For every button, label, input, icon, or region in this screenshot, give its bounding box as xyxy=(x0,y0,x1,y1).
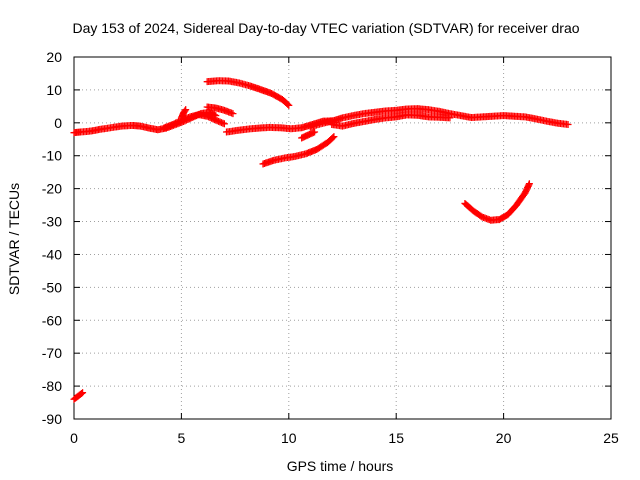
y-tick-label: -90 xyxy=(42,411,62,427)
x-tick-label: 25 xyxy=(603,430,619,446)
y-tick-label: 0 xyxy=(54,115,62,131)
y-tick-label: -80 xyxy=(42,378,62,394)
x-tick-label: 5 xyxy=(178,430,186,446)
series-track-12 xyxy=(70,389,87,403)
x-tick-label: 20 xyxy=(496,430,512,446)
series-track-2 xyxy=(160,111,228,132)
series-track-7 xyxy=(259,133,338,168)
y-tick-label: -30 xyxy=(42,214,62,230)
y-tick-label: -50 xyxy=(42,279,62,295)
series-track-9 xyxy=(306,105,572,131)
series-track-8 xyxy=(298,128,319,142)
y-tick-label: -20 xyxy=(42,181,62,197)
data-points xyxy=(70,77,572,403)
data-point xyxy=(311,128,319,136)
data-point xyxy=(446,114,454,122)
data-point xyxy=(329,134,337,142)
data-point xyxy=(284,100,292,108)
y-tick-label: -60 xyxy=(42,312,62,328)
data-point xyxy=(564,120,572,128)
chart-title: Day 153 of 2024, Sidereal Day-to-day VTE… xyxy=(72,20,579,36)
series-track-3 xyxy=(177,106,190,122)
plot-frame xyxy=(73,56,612,420)
y-tick-label: 20 xyxy=(46,49,62,65)
y-tick-label: 10 xyxy=(46,82,62,98)
data-point xyxy=(181,107,189,115)
y-tick-label: -70 xyxy=(42,345,62,361)
series-track-10 xyxy=(328,111,454,130)
series-track-5 xyxy=(203,77,293,109)
x-tick-label: 0 xyxy=(70,430,78,446)
data-point xyxy=(229,110,237,118)
y-tick-label: -40 xyxy=(42,246,62,262)
y-tick-label: -10 xyxy=(42,148,62,164)
series-track-11 xyxy=(461,180,533,224)
series-track-4 xyxy=(203,103,237,118)
x-tick-label: 15 xyxy=(388,430,404,446)
data-point xyxy=(78,389,86,397)
y-axis-label: SDTVAR / TECUs xyxy=(6,183,22,295)
x-tick-label: 10 xyxy=(281,430,297,446)
data-point xyxy=(330,133,338,141)
data-point xyxy=(285,101,293,109)
data-point xyxy=(525,180,533,188)
data-point xyxy=(182,106,190,114)
x-axis-label: GPS time / hours xyxy=(287,458,394,474)
data-point xyxy=(79,389,87,397)
data-point xyxy=(220,120,228,128)
axis-ticks: 0 5 10 15 20 25 20 10 0 -10 -20 -30 -40 -50 -60 -70 -80 -… xyxy=(42,49,619,446)
